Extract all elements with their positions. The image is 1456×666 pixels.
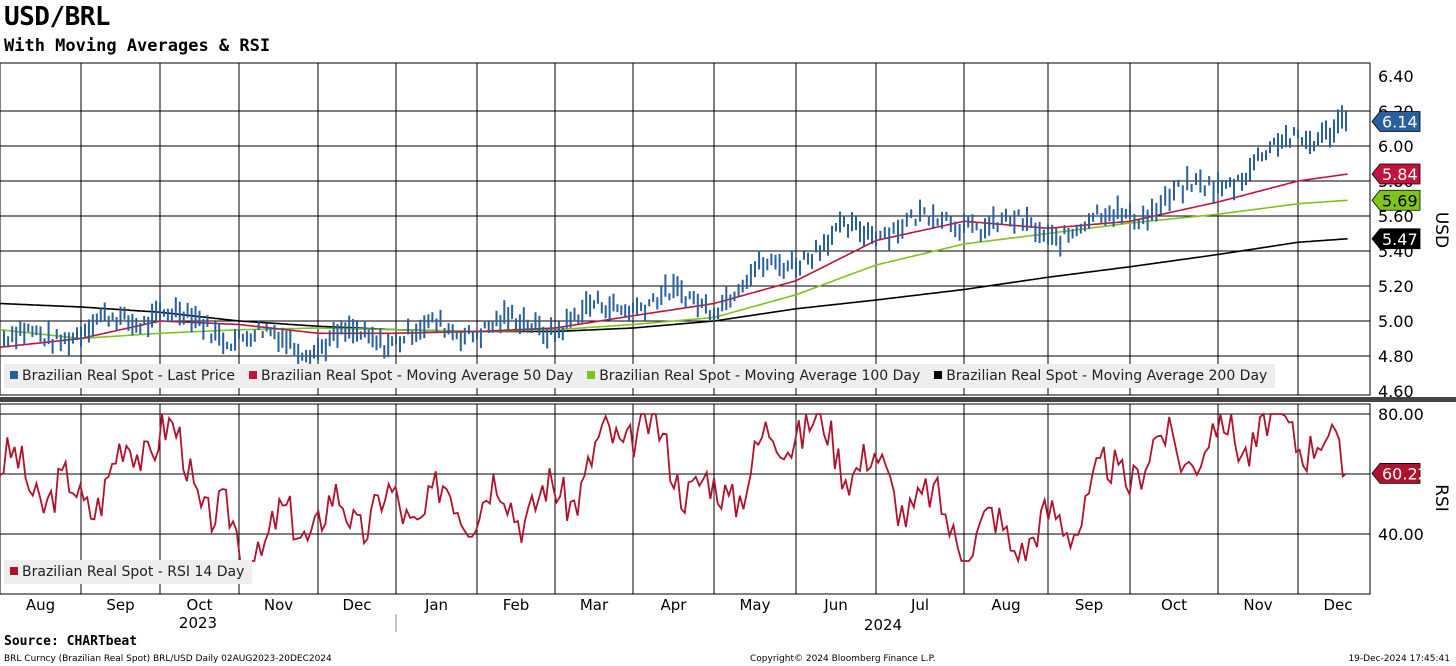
series-line-rsi [0,412,1347,565]
last-value-tag-price: 6.14 [1382,113,1418,132]
footer-timestamp: 19-Dec-2024 17:45:41 [1348,654,1450,664]
x-tick-label: Dec [1323,596,1352,614]
year-label: 2024 [864,616,902,634]
last-value-tag-rsi-box [1371,462,1421,484]
x-tick-label: Jun [823,596,847,614]
x-tick-label: Aug [991,596,1020,614]
legend-label: Brazilian Real Spot - Moving Average 100… [599,368,921,384]
legend-item-ma100: Brazilian Real Spot - Moving Average 100… [587,368,920,384]
series-line-ma200 [0,238,1348,333]
x-tick-label: Aug [26,596,55,614]
price-legend: Brazilian Real Spot - Last Price Brazilia… [4,364,1276,388]
y-tick-label: 5.00 [1378,312,1414,331]
year-label: 2023 [179,614,217,632]
x-tick-label: Sep [1075,596,1103,614]
rsi-legend: Brazilian Real Spot - RSI 14 Day [4,560,253,584]
series-line-ma100 [0,199,1348,340]
panel-separator [0,397,1456,402]
chart-subtitle: With Moving Averages & RSI [4,36,271,56]
x-tick-label: Apr [661,596,688,614]
y-tick-label: 5.60 [1378,207,1414,226]
x-tick-label: Mar [580,596,609,614]
footer-description: BRL Curncy (Brazilian Real Spot) BRL/USD… [4,654,332,664]
price-axis-title: USD [1431,212,1451,248]
rsi-y-tick-label: 40.00 [1378,525,1424,544]
x-tick-label: May [739,596,770,614]
last-value-tag-ma200: 5.47 [1382,230,1418,249]
chart-title: USD/BRL [4,2,111,32]
series-line-ma50 [0,173,1348,349]
rsi-panel-frame [0,403,1371,595]
x-tick-label: Dec [342,596,371,614]
y-tick-label: 6.00 [1378,137,1414,156]
x-tick-label: Jan [424,596,448,614]
series-bars-last-price [3,105,1347,368]
legend-swatch [249,371,258,379]
x-tick-label: Sep [106,596,134,614]
last-value-tag-ma50-box [1371,163,1421,185]
legend-label: Brazilian Real Spot - Moving Average 200… [946,368,1268,384]
x-tick-label: Jul [910,596,929,614]
legend-item-ma50: Brazilian Real Spot - Moving Average 50 … [249,368,573,384]
last-value-tag-ma100: 5.69 [1382,191,1418,210]
rsi-axis-title: RSI [1431,484,1451,512]
price-panel-frame [0,62,1371,396]
legend-item-rsi: Brazilian Real Spot - RSI 14 Day [10,564,244,580]
legend-label: Brazilian Real Spot - Moving Average 50 … [261,368,574,384]
y-tick-label: 4.60 [1378,382,1414,401]
source-note: Source: CHARTbeat [4,634,138,649]
footer-copyright: Copyright© 2024 Bloomberg Finance L.P. [750,654,936,664]
last-value-tag-price-box [1371,111,1421,132]
x-tick-label: Oct [1161,596,1187,614]
legend-swatch [934,371,943,379]
x-tick-label: Feb [503,596,530,614]
y-tick-label: 4.80 [1378,347,1414,366]
legend-label: Brazilian Real Spot - RSI 14 Day [22,564,245,580]
x-tick-label: Nov [264,596,293,614]
last-value-tag-ma50: 5.84 [1382,165,1418,184]
legend-label: Brazilian Real Spot - Last Price [22,368,236,384]
legend-item-last-price: Brazilian Real Spot - Last Price [10,368,235,384]
last-value-tag-ma100-box [1371,189,1421,211]
y-tick-label: 6.40 [1378,67,1414,86]
legend-swatch [10,567,18,575]
x-tick-label: Nov [1243,596,1272,614]
last-value-tag-ma200-box [1371,228,1421,250]
x-tick-label: Oct [187,596,213,614]
last-value-tag-rsi: 60.22 [1382,464,1428,483]
legend-item-ma200: Brazilian Real Spot - Moving Average 200… [934,368,1267,384]
legend-swatch [10,371,18,379]
rsi-y-tick-label: 80.00 [1378,405,1424,424]
y-tick-label: 5.20 [1378,277,1414,296]
legend-swatch [587,371,596,379]
